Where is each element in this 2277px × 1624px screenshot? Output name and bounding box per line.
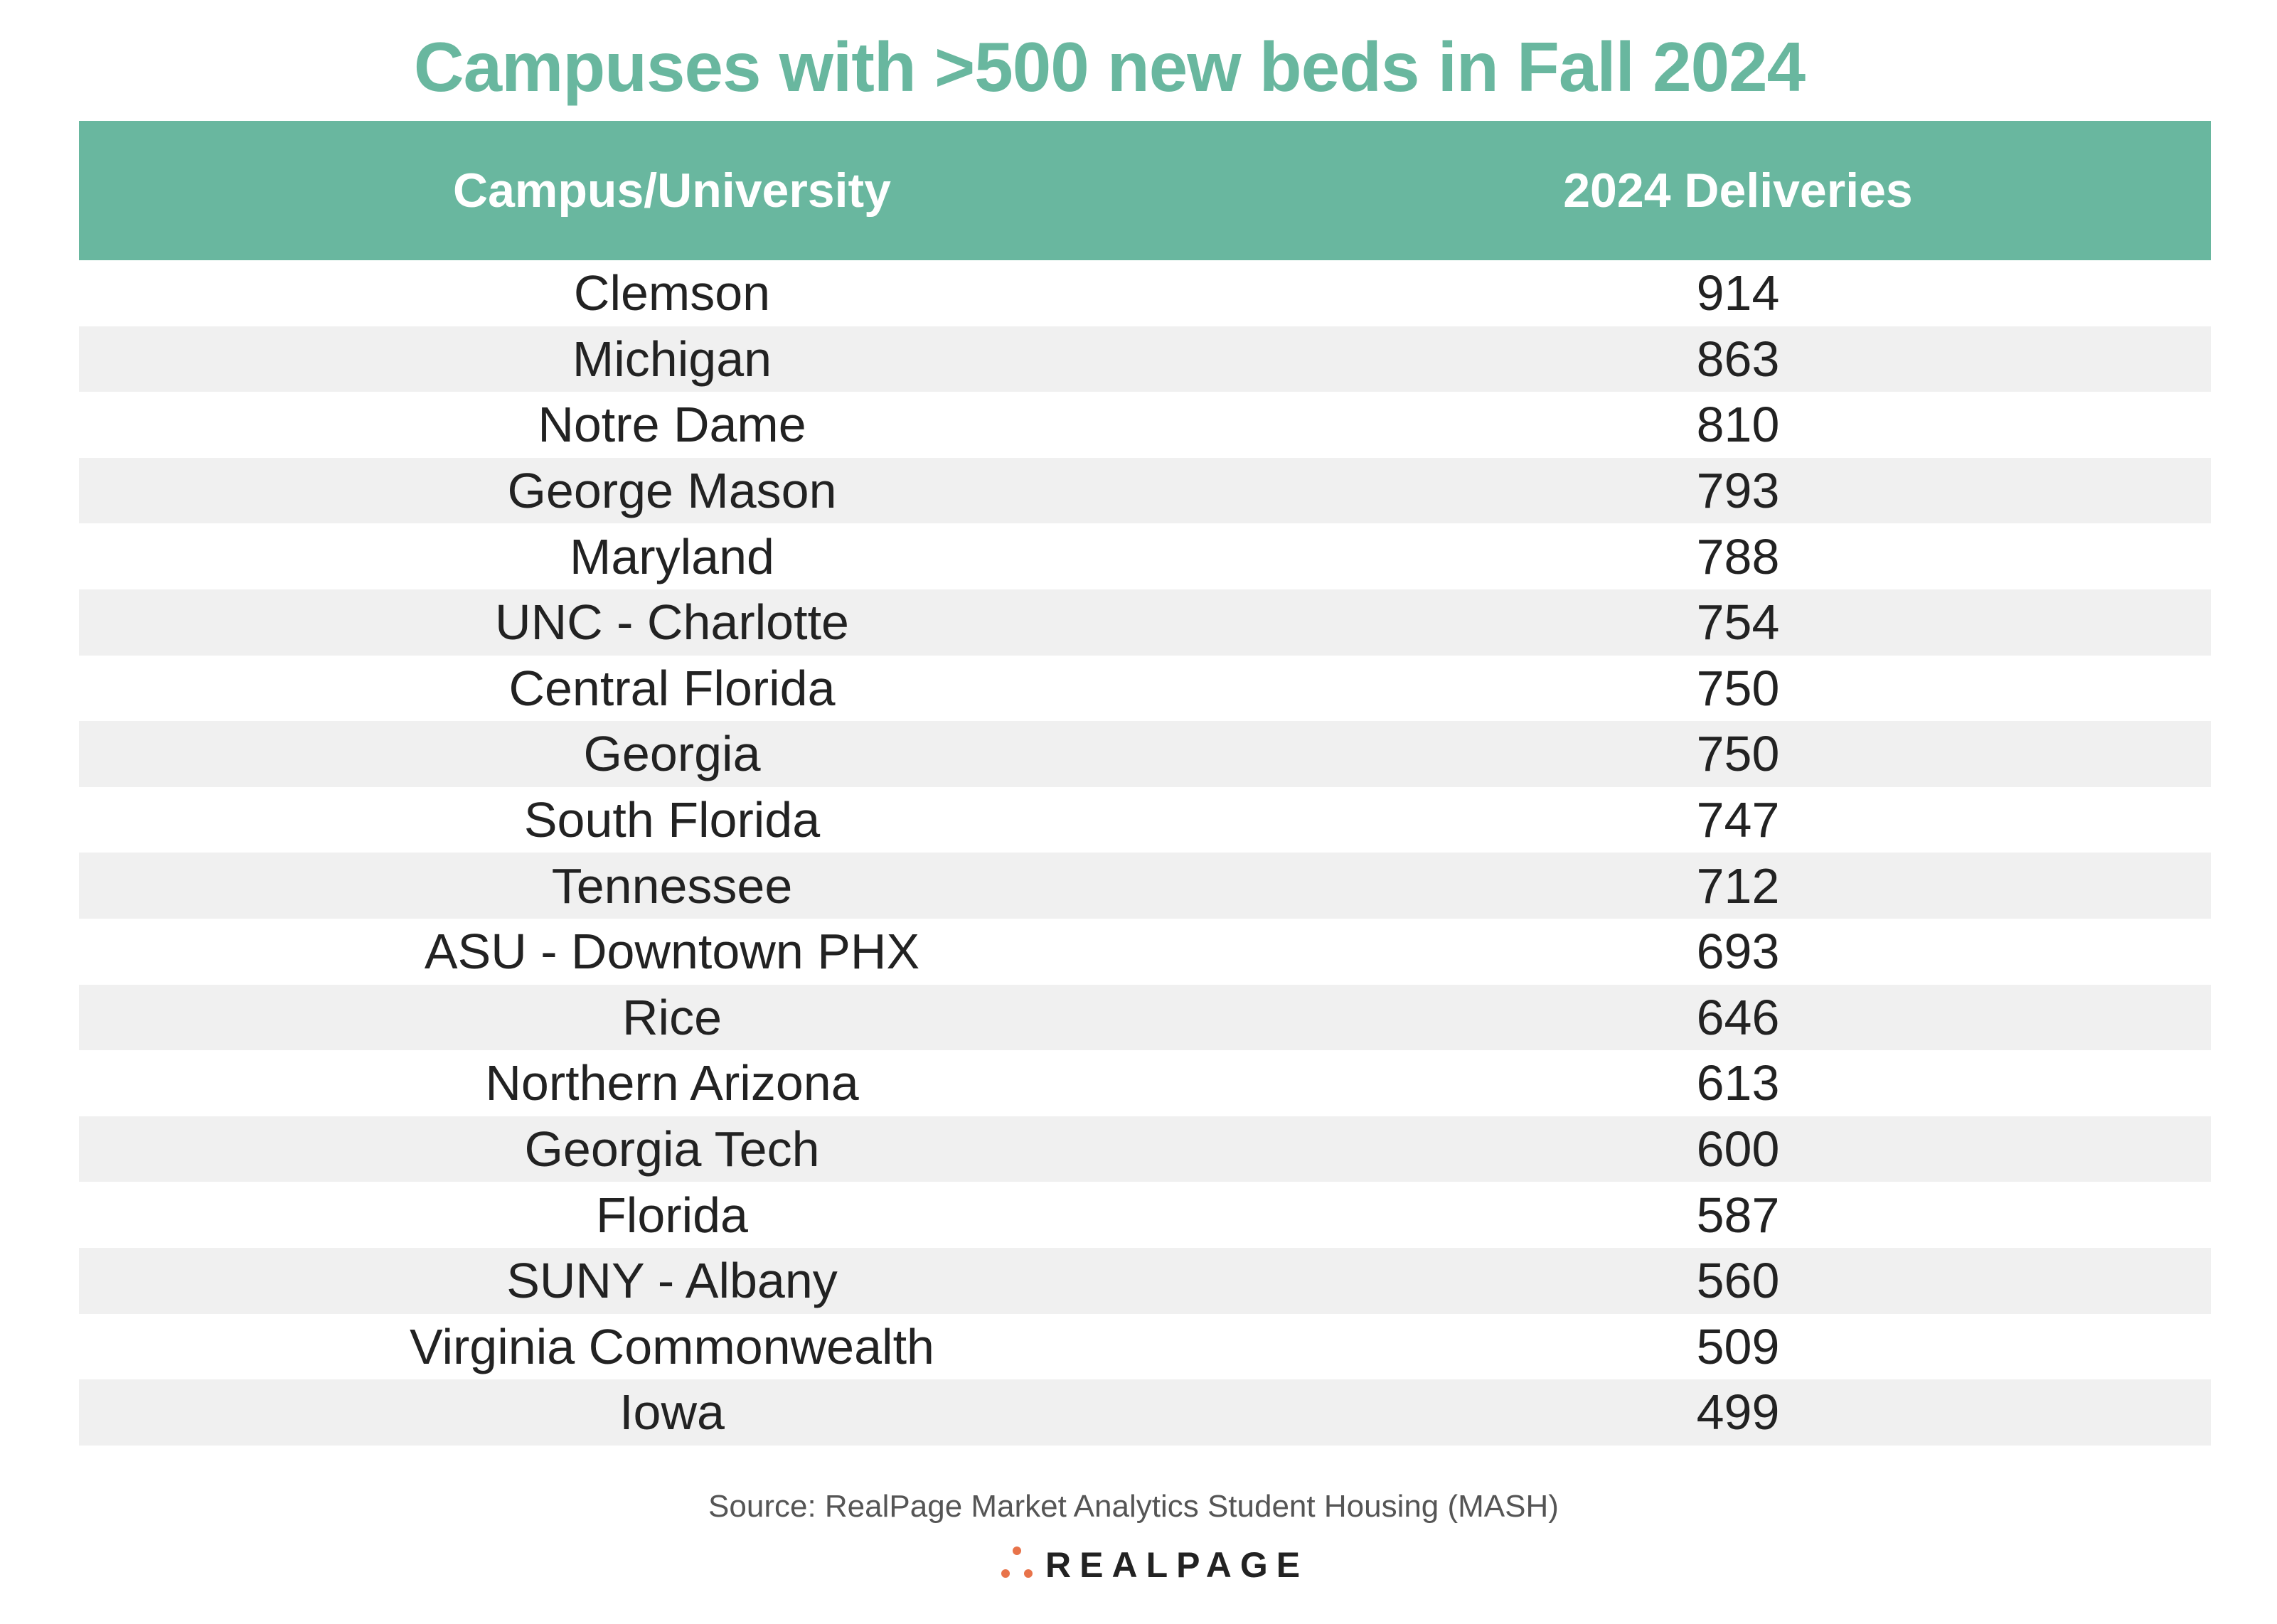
deliveries-value-cell: 693: [1696, 924, 1780, 980]
campus-name-cell: Notre Dame: [538, 397, 806, 453]
table-row: UNC - Charlotte 754: [79, 589, 2211, 656]
deliveries-value-cell: 613: [1696, 1055, 1780, 1111]
table-row: Central Florida 750: [79, 656, 2211, 722]
deliveries-value-cell: 560: [1696, 1253, 1780, 1309]
realpage-wordmark: REALPAGE: [1045, 1545, 1309, 1585]
table-row: Rice 646: [79, 984, 2211, 1051]
campus-name-cell: George Mason: [507, 463, 837, 519]
campus-name-cell: Virginia Commonwealth: [410, 1318, 934, 1374]
deliveries-value-cell: 600: [1696, 1121, 1780, 1177]
table-row: Virginia Commonwealth 509: [79, 1314, 2211, 1380]
table-row: Georgia 750: [79, 721, 2211, 787]
campus-name-cell: Michigan: [572, 331, 772, 387]
table-body: Clemson 914 Michigan 863 Notre Dame 810 George…: [79, 260, 2211, 1446]
deliveries-value-cell: 863: [1696, 331, 1780, 387]
campus-name-cell: Florida: [596, 1187, 748, 1243]
table-row: Georgia Tech 600: [79, 1116, 2211, 1182]
deliveries-value-cell: 754: [1696, 594, 1780, 651]
campus-name-cell: Georgia: [583, 726, 761, 782]
table-row: ASU - Downtown PHX 693: [79, 919, 2211, 985]
table-row: Northern Arizona 613: [79, 1050, 2211, 1116]
campus-name-cell: UNC - Charlotte: [495, 594, 849, 651]
table-row: Clemson 914: [79, 260, 2211, 326]
campus-name-cell: South Florida: [523, 792, 821, 848]
deliveries-value-cell: 810: [1696, 397, 1780, 453]
campus-name-cell: Iowa: [619, 1384, 725, 1441]
deliveries-value-cell: 712: [1696, 858, 1780, 914]
deliveries-value-cell: 499: [1696, 1384, 1780, 1441]
table-row: Florida 587: [79, 1182, 2211, 1248]
source-note: Source: RealPage Market Analytics Studen…: [708, 1489, 1559, 1524]
deliveries-value-cell: 747: [1696, 792, 1780, 848]
realpage-dots-icon: [1001, 1546, 1033, 1578]
realpage-logo: REALPAGE: [996, 1540, 1300, 1590]
campus-name-cell: ASU - Downtown PHX: [424, 924, 920, 980]
chart-title: Campuses with >500 new beds in Fall 2024: [413, 28, 1806, 106]
deliveries-value-cell: 750: [1696, 660, 1780, 716]
table-header: Campus/University 2024 Deliveries: [79, 121, 2211, 260]
campus-name-cell: Rice: [622, 989, 722, 1045]
campus-name-cell: Clemson: [573, 265, 771, 321]
deliveries-value-cell: 914: [1696, 265, 1780, 321]
deliveries-value-cell: 788: [1696, 528, 1780, 584]
column-header-campus: Campus/University: [453, 164, 891, 218]
deliveries-value-cell: 646: [1696, 989, 1780, 1045]
table-row: South Florida 747: [79, 787, 2211, 853]
table-row: Iowa 499: [79, 1379, 2211, 1446]
campus-name-cell: Northern Arizona: [485, 1055, 859, 1111]
table-row: George Mason 793: [79, 457, 2211, 524]
deliveries-value-cell: 587: [1696, 1187, 1780, 1243]
table-row: Tennessee 712: [79, 853, 2211, 919]
table-row: Michigan 863: [79, 326, 2211, 392]
deliveries-value-cell: 509: [1696, 1318, 1780, 1374]
campus-name-cell: Central Florida: [508, 660, 836, 716]
campus-name-cell: Georgia Tech: [524, 1121, 820, 1177]
campus-name-cell: Tennessee: [551, 858, 793, 914]
table-row: Maryland 788: [79, 523, 2211, 589]
column-header-deliveries: 2024 Deliveries: [1563, 164, 1913, 218]
campus-name-cell: Maryland: [570, 528, 774, 584]
table-row: Notre Dame 810: [79, 392, 2211, 458]
deliveries-value-cell: 793: [1696, 463, 1780, 519]
table-row: SUNY - Albany 560: [79, 1247, 2211, 1314]
deliveries-table: Campus/University 2024 Deliveries Clemso…: [79, 121, 2211, 1446]
deliveries-value-cell: 750: [1696, 726, 1780, 782]
campus-name-cell: SUNY - Albany: [506, 1253, 838, 1309]
